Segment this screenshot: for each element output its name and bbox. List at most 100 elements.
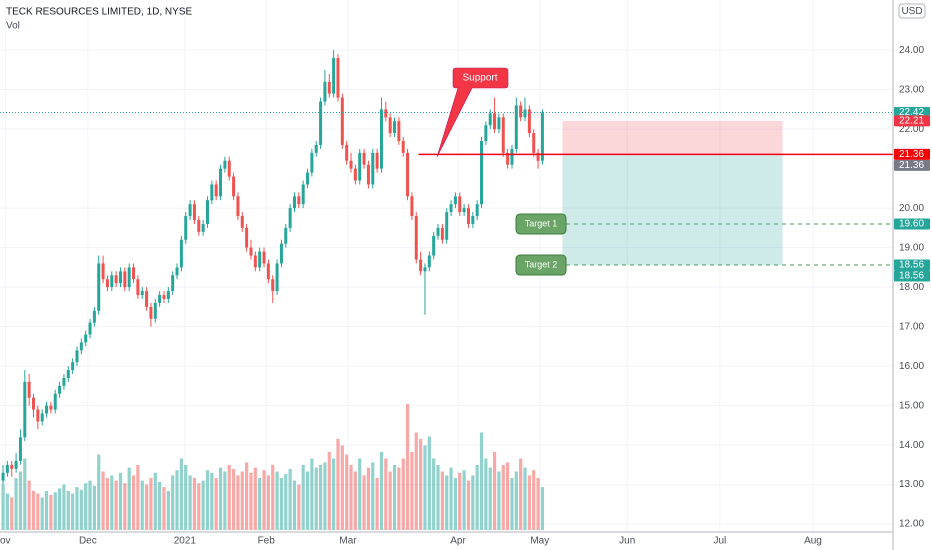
volume-bar — [432, 458, 436, 530]
candle-body — [205, 200, 209, 224]
candle-body — [223, 160, 227, 169]
candle-body — [188, 204, 192, 217]
volume-bar — [423, 445, 427, 530]
stop-zone — [562, 120, 783, 155]
price-tag-label: 19.60 — [899, 219, 924, 230]
candle-body — [306, 172, 310, 185]
candle-body — [149, 306, 153, 319]
candle-body — [519, 105, 523, 118]
candle-body — [145, 291, 149, 307]
callout — [436, 67, 509, 158]
candle-body — [92, 310, 96, 323]
volume-bar — [405, 403, 410, 530]
volume-bar — [379, 452, 384, 530]
volume-bar — [158, 481, 162, 530]
candle-body — [88, 322, 92, 335]
volume-bar — [471, 475, 475, 530]
volume-bar — [92, 485, 96, 530]
volume-bar — [62, 484, 66, 530]
candle-body — [401, 140, 405, 153]
candle-body — [240, 216, 244, 228]
candle-body — [271, 279, 275, 292]
volume-bar — [49, 494, 53, 530]
volume-bar — [462, 470, 466, 530]
candle-body — [310, 152, 314, 173]
candle-body — [153, 302, 157, 319]
candle-body — [136, 279, 140, 296]
volume-bar — [419, 439, 423, 530]
candle-body — [488, 113, 492, 126]
candle-body — [366, 164, 370, 185]
candle-body — [71, 362, 75, 371]
volume-bar — [101, 471, 105, 530]
volume-bar — [279, 478, 284, 530]
volume-bar — [97, 454, 101, 530]
target-label: Target 2 — [525, 259, 558, 269]
candle-body — [10, 464, 14, 469]
x-tick-label: Jul — [713, 536, 726, 547]
candle-body — [288, 208, 292, 228]
volume-bar — [466, 480, 471, 530]
volume-bar — [305, 471, 310, 530]
candle-body — [510, 148, 514, 165]
currency-box[interactable] — [898, 3, 926, 19]
candle-body — [501, 117, 505, 153]
volume-bar — [14, 478, 18, 530]
candle-body — [514, 105, 518, 149]
candle-body — [406, 152, 410, 197]
volume-bar — [31, 491, 36, 530]
x-tick-label: ov — [0, 536, 11, 547]
volume-bar — [227, 465, 231, 530]
x-tick-label: May — [530, 536, 549, 547]
callout-label: Support — [462, 73, 497, 84]
candle-body — [101, 263, 105, 280]
plot — [1, 50, 545, 530]
x-tick-label: Feb — [258, 536, 276, 547]
y-tick-label: 16.00 — [899, 361, 924, 372]
volume-bar — [44, 491, 49, 530]
volume-bar — [236, 475, 240, 530]
volume-bar — [532, 470, 536, 530]
volume-bar — [301, 465, 305, 530]
candle-body — [327, 81, 331, 94]
candle-body — [384, 109, 388, 118]
price-tag — [894, 148, 930, 160]
axes: 12.00 13.00 14.00 15.00 16.00 17.00 18.00 19.00… — [0, 45, 930, 547]
x-tick-label: 2021 — [174, 536, 197, 547]
candle-body — [471, 216, 475, 224]
y-tick-label: 12.00 — [899, 519, 924, 530]
overlay: Support Target 1 Target 2 — [0, 67, 893, 276]
candle-body — [449, 204, 453, 213]
volume-bar — [175, 470, 179, 530]
volume-bar — [231, 468, 236, 530]
volume-bar — [497, 471, 501, 530]
candle-body — [388, 117, 392, 134]
candle-body — [314, 144, 318, 153]
x-tick-label: Dec — [79, 536, 97, 547]
candle-body — [179, 239, 183, 268]
volume-bar — [427, 436, 431, 530]
candle-body — [245, 227, 249, 248]
volume-bar — [318, 465, 323, 530]
volume-bar — [75, 487, 79, 530]
volume-bar — [188, 475, 192, 530]
candle-body — [362, 152, 366, 165]
candle-body — [5, 464, 9, 473]
volume-bar — [71, 493, 75, 530]
candle-body — [214, 184, 218, 197]
volume-bar — [314, 467, 318, 530]
volume-bar — [201, 480, 205, 530]
candle-body — [45, 405, 49, 414]
candle-body — [266, 263, 270, 280]
volume-bar — [345, 454, 349, 530]
candle-body — [118, 271, 122, 284]
volume-bar — [514, 471, 518, 530]
volume-bar — [84, 483, 88, 530]
candle-body — [379, 109, 383, 169]
candle-body — [105, 279, 109, 288]
price-tag-label: 21.36 — [899, 160, 924, 171]
volume-bar — [484, 458, 488, 530]
candle-body — [236, 196, 240, 217]
volume-bar — [27, 480, 31, 530]
candle-body — [79, 342, 83, 351]
